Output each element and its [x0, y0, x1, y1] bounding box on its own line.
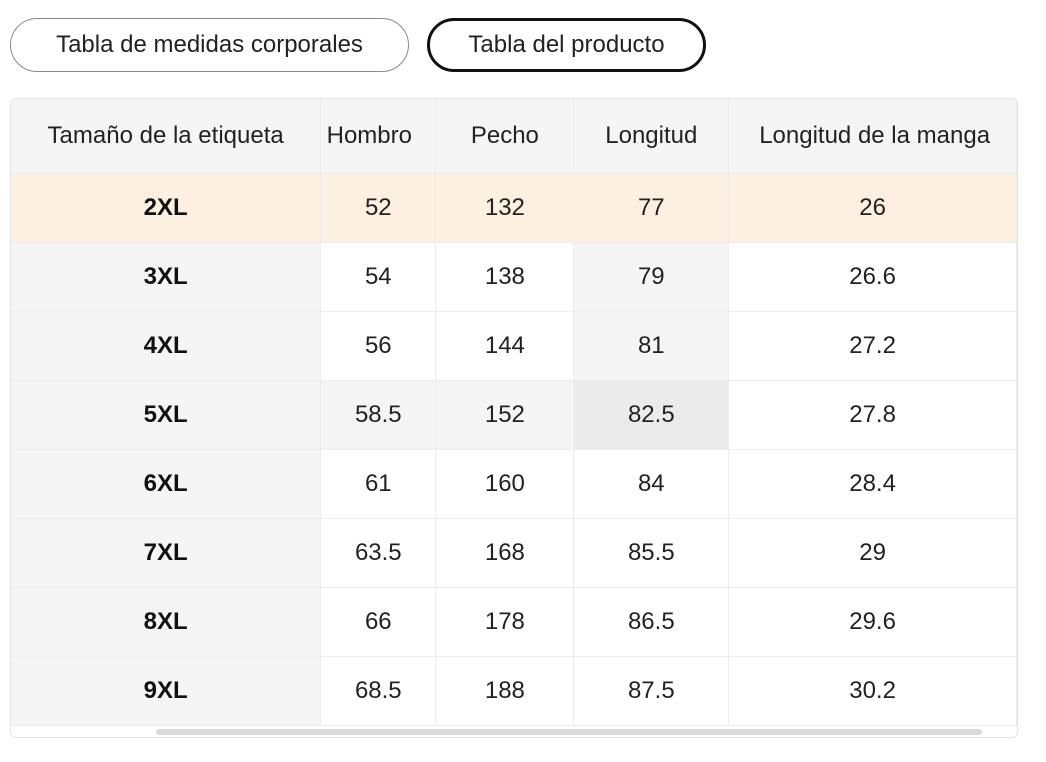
header-shoulder: Hombro [320, 99, 437, 174]
cell-shoulder: 52 [320, 173, 437, 243]
cell-size: 7XL [11, 518, 322, 588]
header-sleeve-length: Longitud de la manga [728, 99, 1017, 174]
cell-shoulder: 66 [320, 587, 437, 657]
cell-length: 87.5 [573, 656, 730, 726]
cell-chest: 178 [435, 587, 575, 657]
table-row[interactable]: 4XL 56 144 81 27.2 [11, 311, 1017, 381]
table-row[interactable]: 3XL 54 138 79 26.6 [11, 242, 1017, 312]
cell-sleeve-length: 27.8 [728, 380, 1017, 450]
cell-shoulder: 54 [320, 242, 437, 312]
table-row[interactable]: 9XL 68.5 188 87.5 30.2 [11, 656, 1017, 726]
cell-chest: 144 [435, 311, 575, 381]
size-table-container[interactable]: Tamaño de la etiqueta Hombro Pecho Longi… [10, 98, 1018, 738]
table-row[interactable]: 7XL 63.5 168 85.5 29 [11, 518, 1017, 588]
cell-size: 8XL [11, 587, 322, 657]
header-length: Longitud [573, 99, 730, 174]
cell-shoulder: 58.5 [320, 380, 437, 450]
cell-sleeve-length: 26 [728, 173, 1017, 243]
cell-size: 9XL [11, 656, 322, 726]
cell-length: 79 [573, 242, 730, 312]
cell-sleeve-length: 30.2 [728, 656, 1017, 726]
cell-chest: 168 [435, 518, 575, 588]
scrollbar-thumb[interactable] [156, 729, 982, 735]
cell-chest: 138 [435, 242, 575, 312]
header-size-label: Tamaño de la etiqueta [11, 99, 322, 174]
cell-length: 84 [573, 449, 730, 519]
tab-product-chart[interactable]: Tabla del producto [427, 18, 706, 72]
cell-shoulder: 61 [320, 449, 437, 519]
table-row[interactable]: 2XL 52 132 77 26 [11, 173, 1017, 243]
chart-tabs: Tabla de medidas corporales Tabla del pr… [10, 18, 706, 72]
cell-size: 5XL [11, 380, 322, 450]
table-row[interactable]: 6XL 61 160 84 28.4 [11, 449, 1017, 519]
cell-length: 85.5 [573, 518, 730, 588]
cell-shoulder: 56 [320, 311, 437, 381]
table-row[interactable]: 8XL 66 178 86.5 29.6 [11, 587, 1017, 657]
cell-sleeve-length: 29.6 [728, 587, 1017, 657]
cell-size: 3XL [11, 242, 322, 312]
cell-chest: 132 [435, 173, 575, 243]
cell-chest: 160 [435, 449, 575, 519]
horizontal-scrollbar[interactable] [11, 727, 1017, 737]
size-table: Tamaño de la etiqueta Hombro Pecho Longi… [11, 99, 1017, 726]
cell-chest: 188 [435, 656, 575, 726]
cell-sleeve-length: 29 [728, 518, 1017, 588]
cell-shoulder: 63.5 [320, 518, 437, 588]
cell-length: 86.5 [573, 587, 730, 657]
tab-body-measurements[interactable]: Tabla de medidas corporales [10, 18, 409, 72]
header-chest: Pecho [435, 99, 575, 174]
cell-chest: 152 [435, 380, 575, 450]
table-row[interactable]: 5XL 58.5 152 82.5 27.8 [11, 380, 1017, 450]
table-header-row: Tamaño de la etiqueta Hombro Pecho Longi… [11, 99, 1017, 174]
cell-sleeve-length: 27.2 [728, 311, 1017, 381]
cell-shoulder: 68.5 [320, 656, 437, 726]
cell-size: 2XL [11, 173, 322, 243]
cell-length: 82.5 [573, 380, 730, 450]
cell-length: 81 [573, 311, 730, 381]
cell-size: 4XL [11, 311, 322, 381]
cell-size: 6XL [11, 449, 322, 519]
cell-sleeve-length: 28.4 [728, 449, 1017, 519]
cell-sleeve-length: 26.6 [728, 242, 1017, 312]
cell-length: 77 [573, 173, 730, 243]
